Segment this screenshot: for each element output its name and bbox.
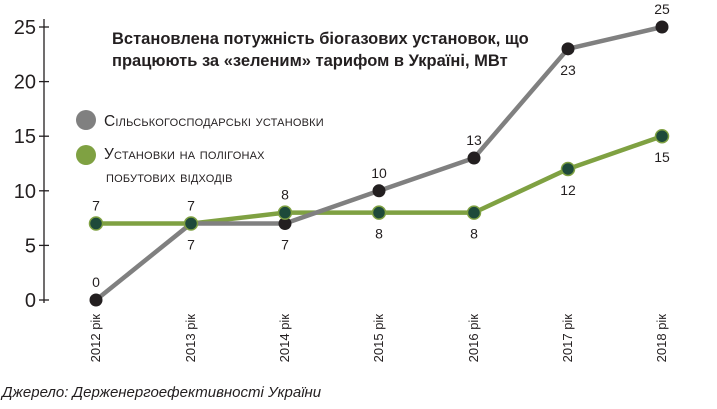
data-point xyxy=(654,128,670,144)
data-point xyxy=(89,293,103,307)
chart-title: Встановлена потужність біогазових устано… xyxy=(112,30,529,70)
data-label: 15 xyxy=(654,149,670,165)
x-tick-label: 2017 рік xyxy=(560,314,575,363)
data-label: 8 xyxy=(375,226,383,242)
data-point xyxy=(183,216,199,231)
source-note: Джерело: Держенергоефективності України xyxy=(2,384,322,401)
data-point xyxy=(278,217,292,231)
legend-label-agricultural: Сільськогосподарські установки xyxy=(104,113,324,130)
data-labels: 0 7 7 10 13 23 25 7 7 8 8 8 12 15 xyxy=(92,1,670,290)
data-point xyxy=(466,205,482,220)
data-label: 7 xyxy=(187,237,195,253)
data-label: 7 xyxy=(92,198,100,214)
x-tick-label: 2018 рік xyxy=(654,314,669,363)
legend-label-landfill-line2: побутових відходів xyxy=(106,169,233,186)
y-axis: 0 5 10 15 20 25 xyxy=(14,17,49,312)
y-tick-label: 15 xyxy=(14,126,36,148)
data-point xyxy=(88,216,104,231)
x-tick-label: 2012 рік xyxy=(88,314,103,363)
legend-marker-landfill xyxy=(76,145,96,165)
data-label: 7 xyxy=(187,198,195,214)
x-tick-label: 2013 рік xyxy=(183,314,198,363)
data-point xyxy=(655,20,669,34)
legend-item-landfill: Установки на полігонах побутових відході… xyxy=(76,143,265,189)
x-tick-label: 2014 рік xyxy=(277,314,292,363)
data-label: 13 xyxy=(466,132,482,148)
data-label: 8 xyxy=(281,187,289,203)
y-tick-label: 5 xyxy=(25,235,36,257)
data-points xyxy=(88,20,670,307)
data-label: 8 xyxy=(470,226,478,242)
data-label: 12 xyxy=(560,182,576,198)
data-label: 7 xyxy=(281,237,289,253)
data-label: 0 xyxy=(92,274,100,290)
data-point xyxy=(277,205,293,220)
legend-label-landfill-line1: Установки на полігонах xyxy=(104,146,265,163)
data-point xyxy=(560,161,576,177)
x-axis-labels: 2012 рік 2013 рік 2014 рік 2015 рік 2016 рік… xyxy=(88,314,669,363)
y-tick-label: 20 xyxy=(14,72,36,94)
y-tick-label: 0 xyxy=(25,290,36,312)
data-point xyxy=(467,151,481,165)
data-label: 10 xyxy=(371,165,387,181)
data-point xyxy=(372,184,386,198)
data-label: 25 xyxy=(654,1,670,17)
data-point xyxy=(561,42,575,56)
x-tick-label: 2015 рік xyxy=(371,314,386,363)
legend-item-agricultural: Сільськогосподарські установки xyxy=(76,110,324,133)
data-point xyxy=(371,205,387,220)
y-tick-label: 10 xyxy=(14,181,36,203)
x-tick-label: 2016 рік xyxy=(466,314,481,363)
legend-marker-agricultural xyxy=(76,110,96,130)
data-label: 23 xyxy=(560,62,576,78)
y-tick-label: 25 xyxy=(14,17,36,39)
